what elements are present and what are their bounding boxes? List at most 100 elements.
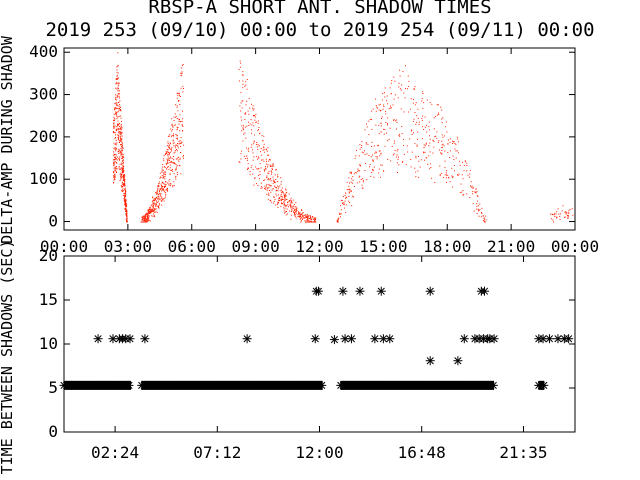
- upper-data-point: [421, 98, 423, 100]
- upper-data-point: [377, 107, 378, 109]
- upper-data-point: [168, 144, 170, 146]
- upper-data-point: [246, 100, 248, 102]
- lower-data-point: [310, 334, 320, 344]
- upper-data-point: [116, 172, 117, 173]
- upper-data-point: [168, 146, 170, 148]
- upper-data-point: [148, 220, 150, 221]
- upper-data-point: [245, 147, 247, 149]
- upper-data-point: [117, 90, 119, 92]
- upper-data-point: [268, 160, 270, 162]
- upper-data-point: [343, 203, 345, 205]
- upper-data-point: [255, 116, 257, 118]
- upper-data-point: [113, 126, 115, 128]
- upper-data-point: [125, 199, 127, 201]
- upper-data-point: [118, 128, 120, 130]
- upper-data-point: [149, 213, 150, 214]
- upper-data-point: [256, 168, 258, 170]
- upper-data-point: [396, 156, 398, 158]
- upper-data-point: [270, 180, 272, 182]
- upper-data-point: [177, 110, 179, 112]
- upper-data-point: [122, 190, 124, 192]
- upper-data-point: [115, 99, 117, 101]
- upper-data-point: [387, 117, 389, 119]
- upper-data-point: [119, 108, 120, 110]
- upper-data-point: [270, 201, 272, 203]
- upper-data-point: [118, 105, 120, 107]
- upper-data-point: [149, 207, 151, 209]
- upper-data-point: [182, 125, 184, 127]
- upper-data-point: [250, 119, 252, 121]
- upper-data-point: [282, 203, 283, 205]
- upper-data-point: [474, 191, 476, 193]
- lower-data-point: [539, 380, 549, 390]
- upper-data-point: [258, 145, 260, 147]
- upper-data-point: [168, 180, 170, 182]
- upper-data-point: [156, 211, 158, 213]
- upper-data-point: [441, 172, 443, 174]
- upper-data-point: [121, 176, 123, 178]
- upper-data-point: [116, 162, 118, 164]
- upper-data-point: [289, 204, 291, 206]
- upper-data-point: [247, 159, 248, 161]
- upper-data-point: [297, 214, 299, 216]
- upper-x-tick-label: 15:00: [359, 237, 407, 256]
- upper-data-point: [290, 218, 292, 220]
- upper-data-point: [413, 89, 415, 90]
- upper-data-point: [372, 169, 374, 170]
- upper-data-point: [375, 151, 377, 153]
- upper-data-point: [369, 119, 371, 121]
- upper-data-point: [166, 151, 168, 153]
- upper-data-point: [469, 169, 471, 171]
- upper-data-point: [123, 188, 125, 190]
- upper-data-point: [117, 156, 118, 158]
- upper-data-point: [118, 115, 120, 117]
- upper-data-point: [172, 125, 173, 127]
- upper-data-point: [119, 126, 120, 128]
- upper-data-point: [472, 193, 474, 195]
- upper-data-point: [433, 128, 435, 130]
- upper-data-point: [164, 172, 166, 174]
- upper-data-point: [350, 181, 352, 183]
- upper-data-point: [119, 128, 121, 130]
- upper-data-point: [116, 78, 117, 80]
- upper-data-point: [117, 134, 119, 136]
- upper-data-point: [375, 124, 377, 126]
- upper-data-point: [406, 145, 408, 147]
- upper-data-point: [407, 151, 409, 153]
- upper-data-point: [307, 220, 309, 222]
- upper-data-point: [290, 214, 292, 216]
- upper-data-point: [172, 140, 174, 142]
- upper-data-point: [115, 139, 117, 141]
- upper-data-point: [372, 154, 373, 156]
- upper-data-point: [454, 148, 456, 150]
- upper-data-point: [242, 74, 244, 76]
- upper-data-point: [245, 80, 247, 82]
- upper-data-point: [168, 154, 170, 156]
- upper-data-point: [117, 77, 119, 79]
- upper-data-point: [437, 104, 439, 106]
- upper-data-point: [381, 116, 383, 118]
- upper-data-point: [118, 101, 120, 103]
- upper-data-point: [283, 204, 285, 206]
- upper-data-point: [415, 176, 417, 178]
- upper-data-point: [315, 217, 317, 219]
- upper-data-point: [120, 129, 122, 131]
- upper-data-point: [476, 213, 478, 214]
- upper-x-tick-label: 00:00: [551, 237, 599, 256]
- upper-data-point: [161, 174, 163, 176]
- upper-data-point: [559, 213, 561, 215]
- upper-data-point: [286, 205, 288, 207]
- upper-data-point: [370, 156, 372, 158]
- upper-data-point: [246, 88, 248, 90]
- upper-data-point: [462, 178, 464, 180]
- upper-data-point: [279, 190, 281, 192]
- upper-data-point: [124, 176, 125, 178]
- upper-data-point: [394, 120, 396, 122]
- upper-data-point: [481, 207, 483, 209]
- upper-data-point: [124, 189, 126, 191]
- upper-data-point: [359, 144, 361, 146]
- upper-data-point: [120, 124, 122, 126]
- upper-data-point: [119, 150, 121, 152]
- upper-data-point: [422, 126, 424, 128]
- upper-data-point: [463, 165, 465, 166]
